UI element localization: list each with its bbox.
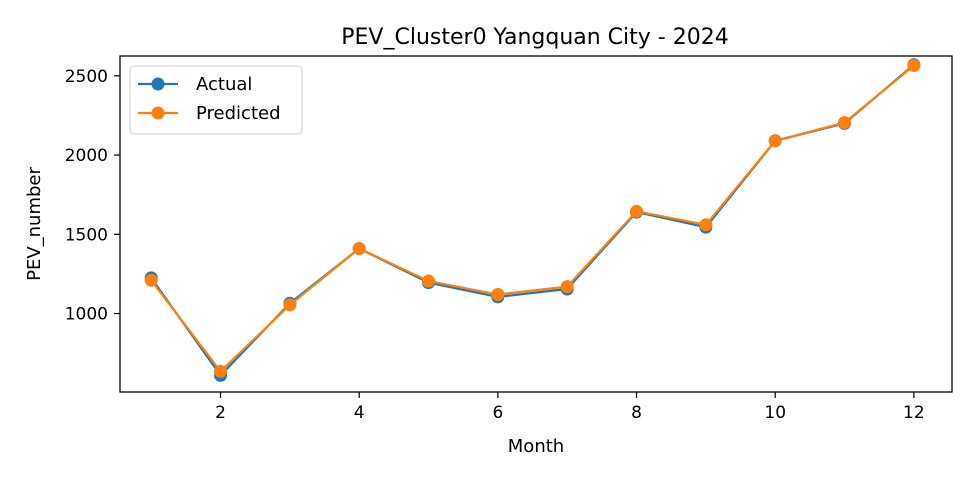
data-point-predicted [699,218,713,232]
data-point-predicted [838,116,852,130]
x-tick-label: 6 [492,403,503,423]
x-tick-label: 8 [631,403,642,423]
series-line-predicted [150,64,915,373]
data-point-predicted [283,298,297,312]
y-tick-label: 2000 [65,146,108,166]
data-point-predicted [560,280,574,294]
legend-label-predicted: Predicted [196,103,281,124]
chart-title: PEV_Cluster0 Yangquan City - 2024 [341,25,728,50]
x-axis: 2 4 6 8 10 12 [215,392,925,423]
y-axis: 1000 1500 2000 2500 [65,67,120,325]
data-point-predicted [422,274,436,288]
y-tick-label: 1000 [65,305,108,325]
x-tick-label: 12 [903,403,925,423]
plot-layer [144,58,921,382]
x-tick-label: 4 [354,403,365,423]
x-axis-label: Month [508,436,564,457]
x-tick-label: 2 [215,403,226,423]
y-tick-label: 2500 [65,67,108,87]
data-point-predicted [907,59,921,73]
legend-marker-predicted [151,106,165,120]
y-axis-label: PEV_number [24,167,45,281]
legend: Actual Predicted [129,65,303,135]
data-point-predicted [768,134,782,148]
y-tick-label: 1500 [65,225,108,245]
data-point-predicted [491,288,505,302]
legend-marker-actual [151,77,165,91]
data-point-predicted [214,364,228,378]
plot-area-frame [119,55,953,393]
data-point-predicted [352,242,366,256]
x-tick-label: 10 [764,403,786,423]
data-point-predicted [630,204,644,218]
data-point-predicted [144,273,158,287]
legend-label-actual: Actual [196,74,252,95]
